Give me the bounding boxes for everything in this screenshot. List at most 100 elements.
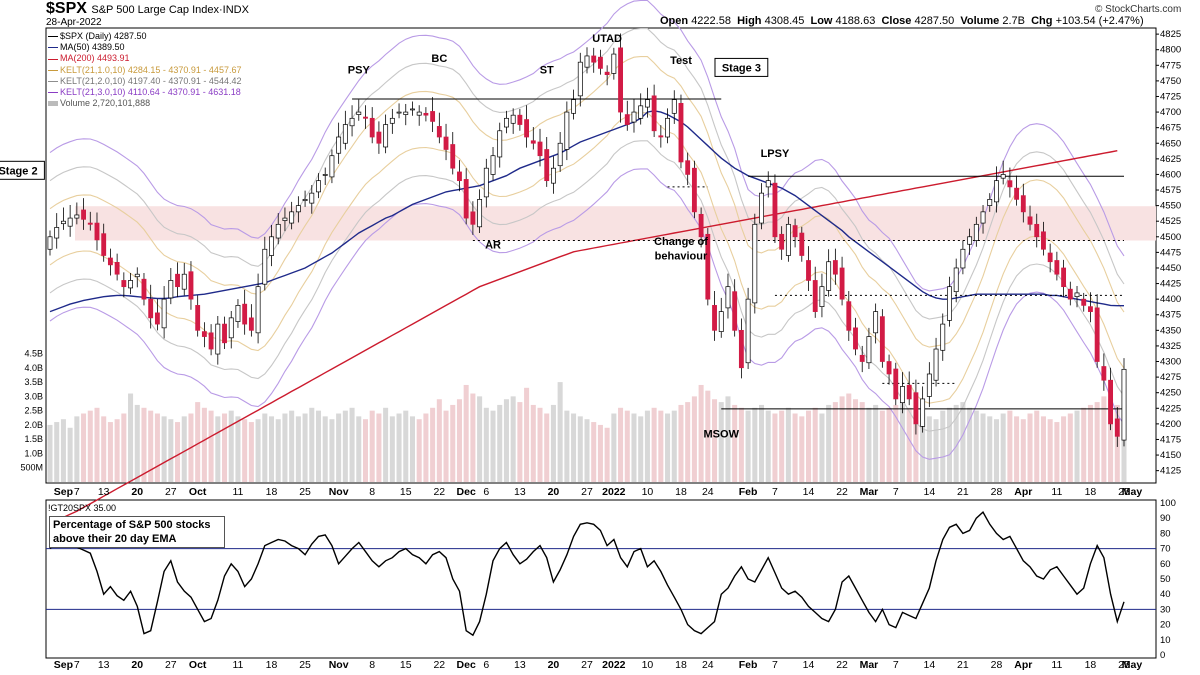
symbol-exchange: INDX bbox=[222, 4, 249, 16]
candle-body bbox=[644, 99, 650, 108]
candle-body bbox=[913, 392, 919, 425]
volume-bar bbox=[362, 419, 369, 482]
close-label: Close bbox=[881, 15, 912, 27]
candle-body bbox=[812, 280, 818, 312]
volume-value: 2.7B bbox=[1002, 15, 1025, 27]
indicator-tick-label: 80 bbox=[1160, 528, 1171, 539]
volume-bar bbox=[356, 416, 362, 482]
date-tick-label: Dec bbox=[457, 659, 476, 671]
candle-body bbox=[980, 211, 986, 224]
price-tick-label: 4600 bbox=[1160, 169, 1181, 180]
annotation-label: behaviour bbox=[655, 251, 708, 263]
candle-body bbox=[436, 126, 442, 138]
volume-bar bbox=[456, 399, 462, 482]
candle-body bbox=[1007, 180, 1013, 188]
volume-bar bbox=[47, 424, 53, 482]
volume-bar bbox=[1047, 419, 1053, 482]
stage-box bbox=[714, 57, 769, 77]
date-tick-label: 7 bbox=[893, 486, 899, 498]
candle-body bbox=[222, 323, 227, 344]
candle-body bbox=[671, 99, 677, 114]
date-tick-label: 6 bbox=[483, 486, 489, 498]
price-tick-label: 4725 bbox=[1160, 91, 1181, 102]
date-tick-label: Sep bbox=[54, 486, 73, 498]
date-tick-label: 18 bbox=[1085, 486, 1097, 498]
volume-bar bbox=[705, 390, 711, 482]
date-tick-label: 18 bbox=[1085, 659, 1097, 671]
price-tick-label: 4375 bbox=[1160, 310, 1181, 321]
candle-body bbox=[114, 262, 120, 275]
low-label: Low bbox=[810, 15, 833, 27]
candle-body bbox=[906, 384, 912, 400]
date-tick-label: 11 bbox=[232, 659, 243, 671]
candle-body bbox=[269, 236, 274, 256]
candle-body bbox=[752, 223, 758, 304]
candle-body bbox=[282, 217, 288, 221]
volume-bar bbox=[899, 402, 906, 482]
candle-body bbox=[195, 305, 201, 331]
date-tick-label: 25 bbox=[1118, 659, 1130, 671]
level-lines bbox=[352, 98, 1124, 410]
candle-body bbox=[799, 232, 805, 256]
candle-body bbox=[477, 199, 483, 228]
volume-bar bbox=[752, 407, 758, 482]
candle-body bbox=[685, 160, 691, 175]
keltner-lower-3 bbox=[49, 168, 1125, 460]
chart-date: 28-Apr-2022 bbox=[46, 17, 102, 28]
volume-bar bbox=[376, 413, 382, 482]
volume-bar bbox=[148, 410, 154, 482]
volume-bar bbox=[181, 416, 187, 482]
date-tick-label: 28 bbox=[991, 659, 1003, 671]
volume-bar bbox=[832, 402, 838, 482]
volume-bar bbox=[94, 407, 100, 482]
candle-body bbox=[208, 332, 214, 350]
price-tick-label: 4250 bbox=[1160, 388, 1181, 399]
volume-bar bbox=[1020, 419, 1026, 482]
volume-bar bbox=[1000, 413, 1006, 482]
legend-item: KELT(21,2.0,10) 4197.40 - 4370.91 - 4544… bbox=[48, 76, 241, 87]
candle-body bbox=[416, 111, 422, 116]
candle-body bbox=[369, 117, 375, 138]
volume-bar bbox=[718, 402, 724, 482]
indicator-tick-label: 10 bbox=[1160, 635, 1171, 646]
price-tick-label: 4225 bbox=[1160, 403, 1181, 414]
volume-bar bbox=[409, 416, 415, 482]
candle-body bbox=[74, 214, 80, 219]
candle-body bbox=[483, 167, 489, 198]
candle-body bbox=[168, 280, 174, 299]
volume-bar bbox=[289, 410, 295, 482]
volume-bar bbox=[81, 413, 87, 482]
date-tick-label: 10 bbox=[642, 486, 654, 498]
volume-bar bbox=[960, 402, 966, 482]
candle-body bbox=[376, 131, 382, 144]
volume-bar bbox=[577, 416, 583, 482]
volume-bar bbox=[275, 419, 281, 482]
date-tick-label: May bbox=[1122, 486, 1143, 498]
candle-body bbox=[597, 56, 603, 69]
date-tick-label: 18 bbox=[675, 486, 687, 498]
candle-body bbox=[1101, 366, 1107, 381]
annotation-label: Stage 2 bbox=[0, 165, 38, 177]
volume-bar bbox=[470, 393, 476, 482]
date-tick-label: 18 bbox=[266, 486, 278, 498]
volume-bar bbox=[315, 410, 322, 482]
candle-body bbox=[309, 192, 315, 204]
candle-body bbox=[953, 267, 959, 293]
candle-body bbox=[772, 182, 778, 238]
candle-body bbox=[457, 171, 462, 182]
candle-body bbox=[826, 261, 832, 291]
volume-bar bbox=[873, 404, 879, 482]
volume-bar bbox=[74, 416, 80, 482]
date-tick-label: 27 bbox=[165, 486, 177, 498]
volume-bar bbox=[671, 410, 677, 482]
candle-body bbox=[725, 286, 731, 309]
volume-bar bbox=[336, 413, 342, 482]
volume-bar bbox=[450, 404, 456, 482]
candle-body bbox=[517, 114, 523, 125]
price-tick-label: 4625 bbox=[1160, 154, 1181, 165]
price-tick-label: 4775 bbox=[1160, 60, 1181, 71]
volume-bar bbox=[644, 410, 650, 482]
price-tick-label: 4750 bbox=[1160, 76, 1181, 87]
volume-bar bbox=[987, 416, 993, 482]
